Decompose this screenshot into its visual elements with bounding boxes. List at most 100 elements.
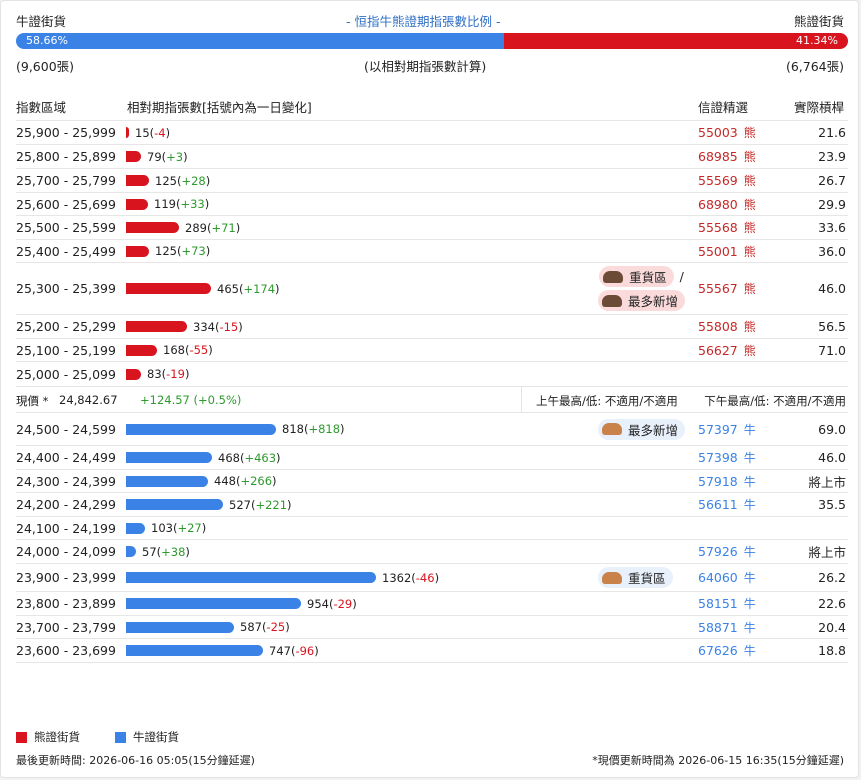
warrant-code-link[interactable]: 57397 牛 [698,413,756,445]
warrant-code-link[interactable]: 55568 熊 [698,216,756,239]
index-range: 23,700 - 23,799 [16,619,116,635]
spot-change: +124.57 (+0.5%) [140,393,242,407]
warrant-code-link[interactable]: 56611 牛 [698,493,756,516]
daily-change: -4 [154,125,166,140]
contracts-count: 954 [307,596,329,611]
bear-row: 25,100 - 25,199 168(-55) 56627 熊 71.0 [16,339,848,362]
index-range: 25,000 - 25,099 [16,366,116,382]
warrant-code-link[interactable]: 64060 牛 [698,564,756,591]
contracts-count: 747 [269,643,291,658]
index-range: 25,600 - 25,699 [16,196,116,212]
warrant-code-link[interactable]: 57926 牛 [698,540,756,563]
heavy-zone-badge: 重貨區 [599,266,674,287]
warrant-code[interactable]: 55001 [698,243,738,259]
contracts-count: 125 [155,244,177,258]
bear-contracts-bar [126,127,129,138]
bull-row: 24,400 - 24,499 468(+463) 57398 牛 46.0 [16,446,848,470]
warrant-code-link[interactable]: 57918 牛 [698,470,756,492]
contracts-cell: 125(+28) [126,169,210,192]
warrant-code-link[interactable]: 67626 牛 [698,639,756,662]
daily-change: +33 [180,197,205,211]
contracts-value: 465(+174) [217,281,280,296]
warrant-code[interactable]: 58871 [698,619,738,635]
bear-outstanding-title: 熊證街貨 [793,14,844,29]
bull-contracts-bar [126,423,276,435]
warrant-code-link[interactable]: 57398 牛 [698,446,756,469]
bull-row: 23,600 - 23,699 747(-96) 67626 牛 18.8 [16,639,848,663]
bear-row: 25,000 - 25,099 83(-19) [16,362,848,387]
warrant-type: 牛 [743,474,756,489]
warrant-code[interactable]: 64060 [698,570,738,585]
warrant-code[interactable]: 55569 [698,173,738,188]
daily-change: +818 [308,422,341,436]
index-range: 24,200 - 24,299 [16,497,116,512]
contracts-value: 527(+221) [229,497,292,512]
index-range: 24,400 - 24,499 [16,450,116,465]
effective-leverage: 71.0 [818,342,846,358]
warrant-code[interactable]: 56611 [698,497,738,512]
contracts-value: 57(+38) [142,544,190,559]
warrant-code[interactable]: 55568 [698,220,738,235]
warrant-code[interactable]: 68980 [698,196,738,212]
warrant-code[interactable]: 55808 [698,319,738,334]
warrant-code-link[interactable]: 55003 熊 [698,121,756,144]
daily-change: -46 [415,570,435,585]
bull-row: 24,000 - 24,099 57(+38) 57926 牛 將上市 [16,540,848,564]
warrant-code[interactable]: 68985 [698,149,738,164]
bull-ratio-segment: 58.66% [16,33,505,49]
warrant-code[interactable]: 55567 [698,281,738,296]
warrant-code-link[interactable]: 68985 熊 [698,145,756,168]
contracts-value: 119(+33) [154,197,210,211]
bear-row: 25,700 - 25,799 125(+28) 55569 熊 26.7 [16,169,848,193]
warrant-code[interactable]: 57397 [698,421,738,437]
warrant-code-link[interactable]: 55567 熊 [698,263,756,314]
last-updated: 最後更新時間: 2026-06-16 05:05(15分鐘延遲) [16,754,255,767]
warrant-code-link[interactable]: 56627 熊 [698,339,756,361]
warrant-code[interactable]: 55003 [698,125,738,140]
bull-contracts-bar [126,475,208,487]
effective-leverage: 將上市 [808,474,846,490]
warrant-code[interactable]: 57918 [698,473,738,489]
warrant-code[interactable]: 67626 [698,643,738,658]
contracts-cell: 119(+33) [126,193,209,215]
badge-group: 重貨區 / 最多新增 [598,263,686,314]
most-added-badge: 最多新增 [598,290,686,311]
warrant-code[interactable]: 58151 [698,596,738,611]
bull-icon [602,571,622,584]
warrant-type: 牛 [743,498,756,512]
bear-contracts-bar [126,368,141,380]
spot-divider [521,387,522,413]
index-range: 23,900 - 23,999 [16,570,116,585]
daily-change: -19 [166,367,185,381]
contracts-cell: 527(+221) [126,493,292,516]
bull-outstanding-title: 牛證街貨 [16,14,67,29]
index-range: 25,300 - 25,399 [16,281,116,296]
contracts-value: 448(+266) [214,474,277,488]
warrant-code-link[interactable]: 55569 熊 [698,169,756,192]
am-high-low: 上午最高/低: 不適用/不適用 [536,394,678,408]
effective-leverage: 22.6 [818,596,846,611]
contracts-cell: 465(+174) [126,263,280,314]
col-header-contracts: 相對期指張數[括號內為一日變化] [127,100,312,115]
warrant-type: 牛 [743,571,756,585]
contracts-cell: 15(-4) [126,121,170,144]
warrant-code[interactable]: 57926 [698,544,738,559]
contracts-value: 168(-55) [163,343,213,357]
warrant-code-link[interactable]: 55808 熊 [698,315,756,338]
contracts-cell: 747(-96) [126,639,319,662]
warrant-code[interactable]: 56627 [698,342,738,358]
bear-count: (6,764張) [785,59,844,74]
warrant-code-link[interactable]: 58871 牛 [698,616,756,638]
contracts-value: 818(+818) [282,422,345,436]
effective-leverage: 18.8 [818,643,846,658]
warrant-code[interactable]: 57398 [698,450,738,465]
daily-change: +266 [240,474,273,488]
contracts-count: 1362 [382,570,412,585]
bull-ratio-label: 58.66% [26,34,68,47]
legend-bear-label: 熊證街貨 [34,730,80,744]
index-range: 25,800 - 25,899 [16,149,116,164]
warrant-code-link[interactable]: 68980 熊 [698,193,756,215]
warrant-code-link[interactable]: 55001 熊 [698,240,756,262]
effective-leverage: 46.0 [818,450,846,465]
warrant-code-link[interactable]: 58151 牛 [698,592,756,615]
